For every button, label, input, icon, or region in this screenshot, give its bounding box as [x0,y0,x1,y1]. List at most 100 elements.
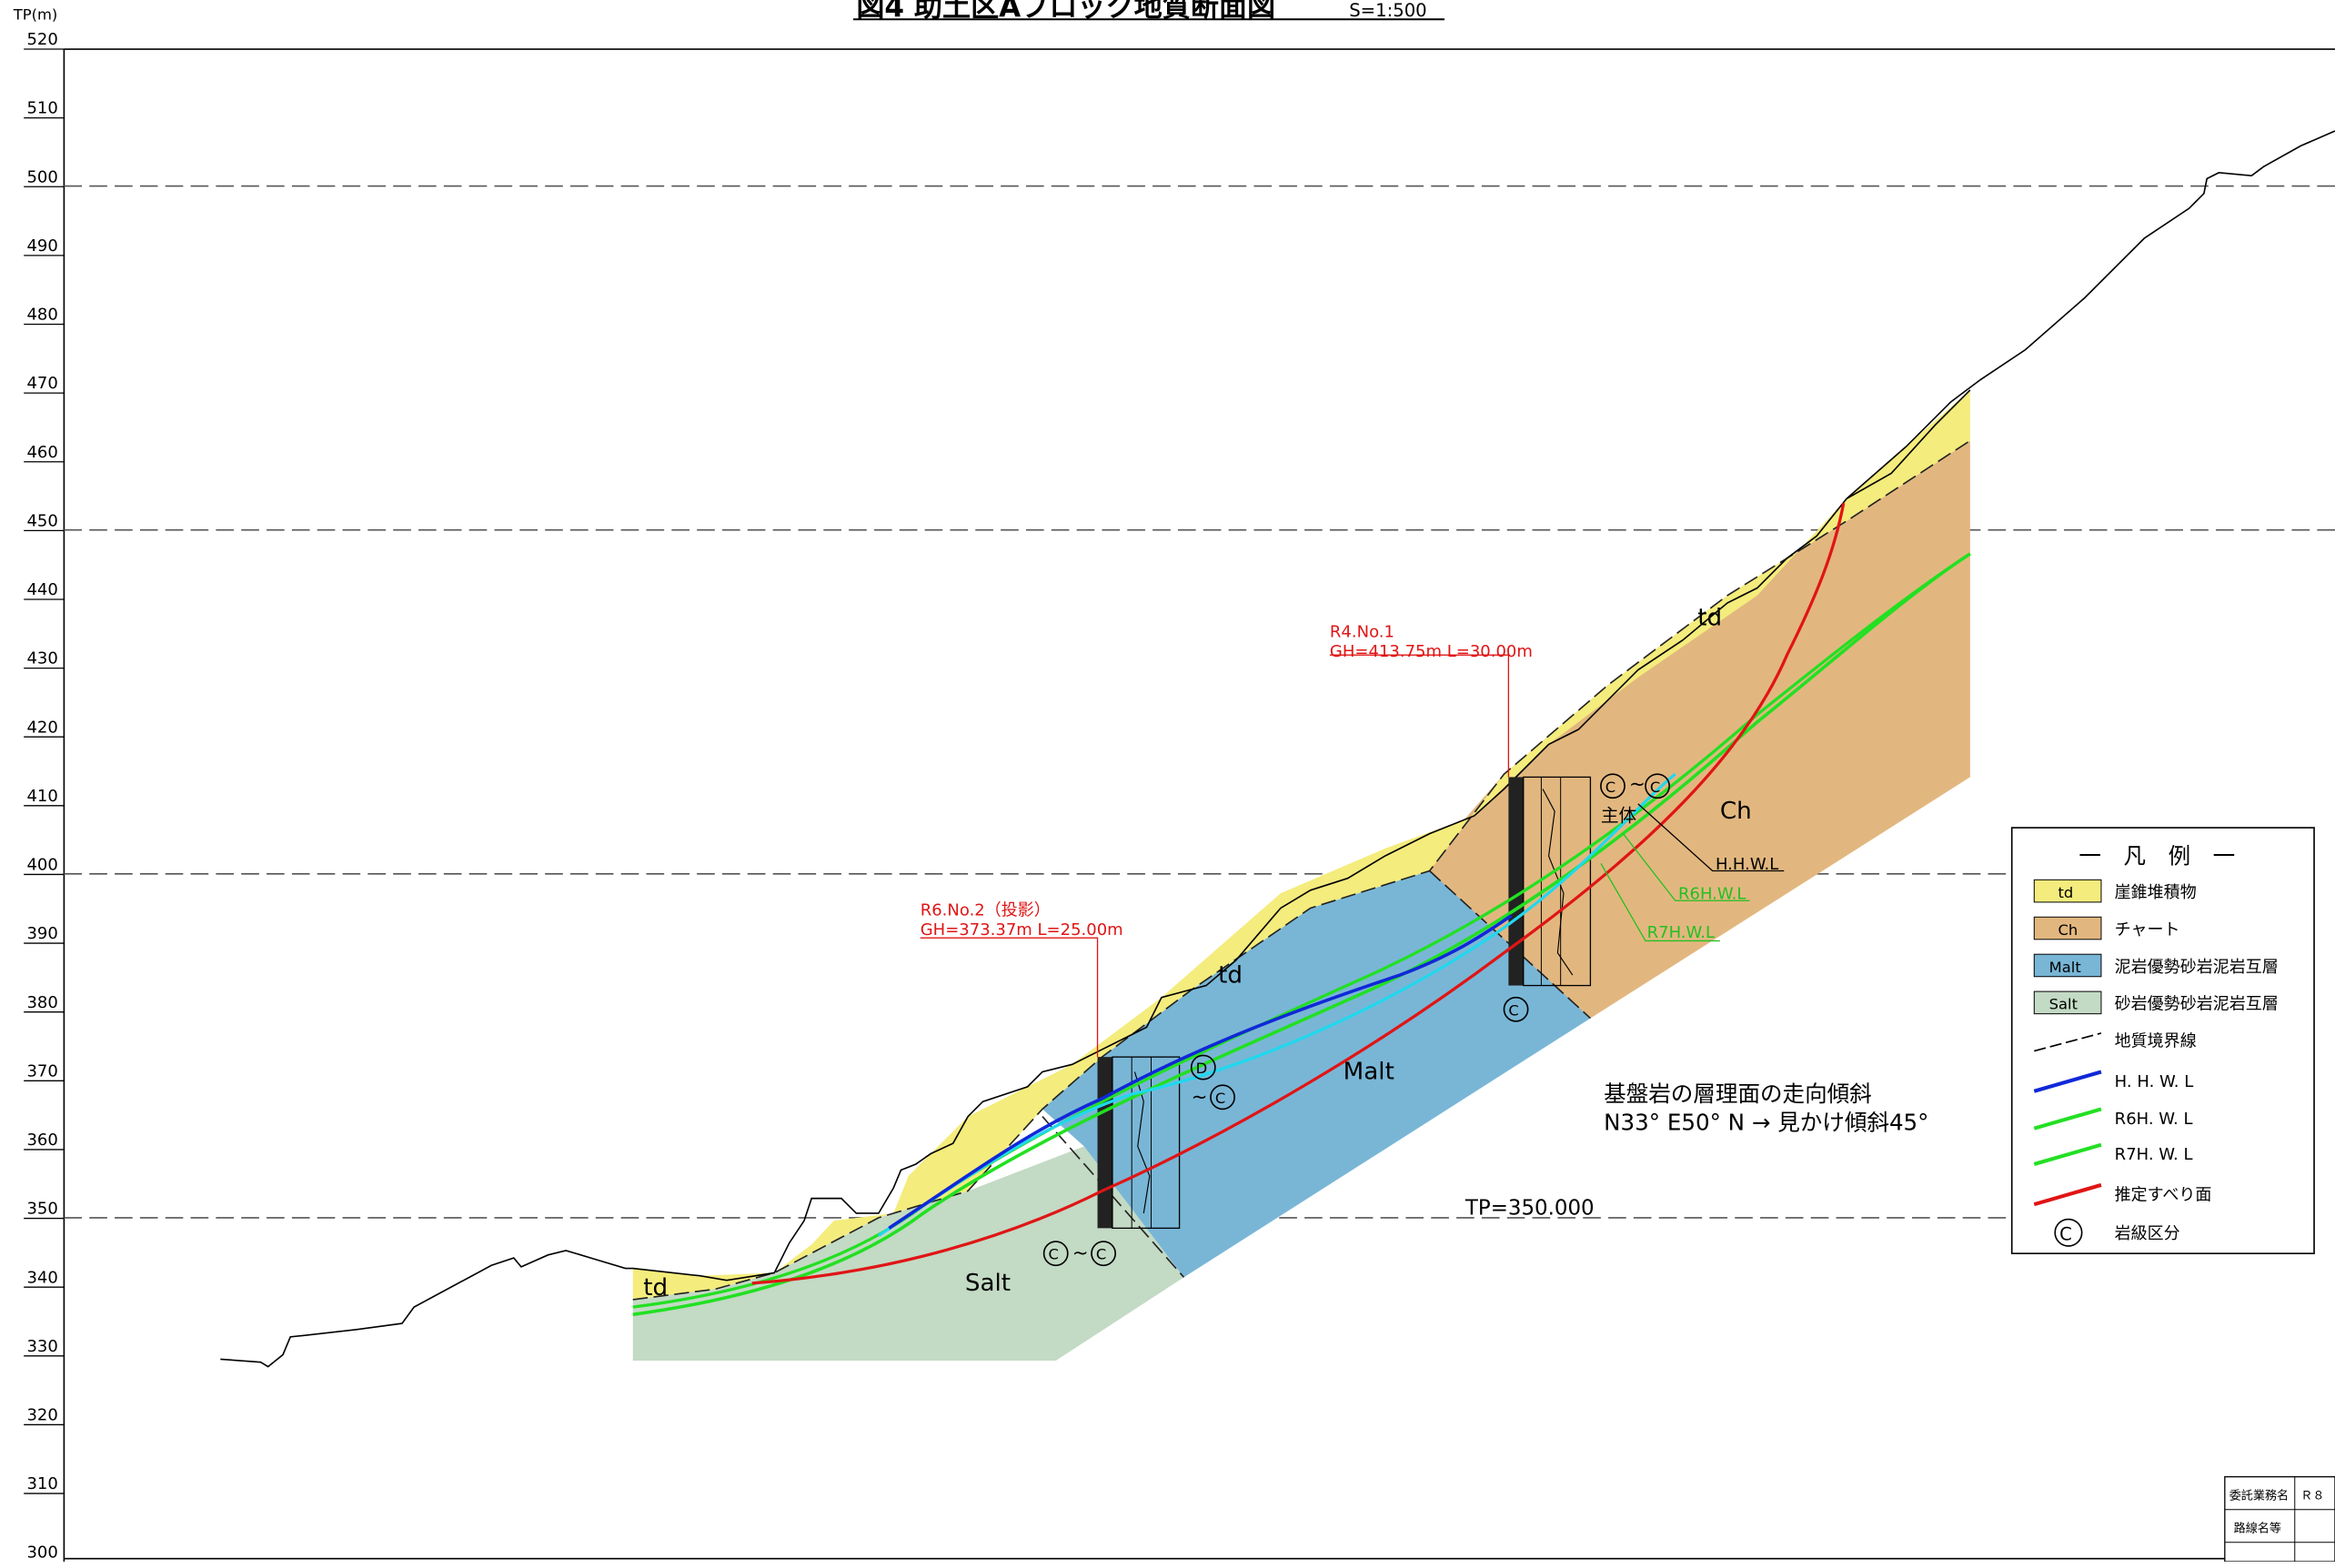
tp350-label: TP=350.000 [1464,1197,1595,1221]
y-tick-label: 390 [26,924,57,943]
legend-label-td: 崖錐堆積物 [2115,883,2197,902]
rock-class-circle [1210,1084,1235,1111]
legend-label-ch: チャート [2115,920,2180,940]
drawing-scale: S=1:500 [1349,0,1426,21]
unit-salt [632,1146,1184,1362]
y-tick-label: 330 [26,1337,57,1356]
ground-surface [220,389,1971,1368]
legend-line-slip [2033,1182,2102,1207]
callout-hhwl: H.H.W.L [1716,855,1778,874]
legend-line-r7 [2033,1142,2102,1166]
legend-label-slip: 推定すべり面 [2115,1185,2212,1204]
legend-label-salt: 砂岩優勢砂岩泥岩互層 [2115,995,2279,1014]
rock-class-circle [1091,1241,1117,1267]
y-tick-label: 480 [26,306,57,325]
borehole-r4-leader [1329,654,1510,778]
rock-class-marks: C ~ C C D ~ C C ~ C [1042,773,1671,1267]
title-block-row1-label: 委託業務名 [2229,1488,2289,1503]
legend-key-malt: Malt [2049,959,2082,976]
label-salt: Salt [965,1270,1011,1297]
rock-class-tilde: ~ [1192,1086,1208,1109]
rock-class-letter: C [1215,1090,1225,1107]
line-cyan [877,772,1676,1237]
y-tick-label: 460 [26,443,57,462]
borehole-r4-log [1523,776,1592,987]
legend-key-td: td [2058,884,2073,901]
rock-class-letter: C [1096,1246,1106,1263]
title-block-row1-value: Ｒ８ [2300,1489,2324,1503]
rock-class-circle [1503,996,1529,1022]
rock-class-tilde: ~ [1629,773,1646,796]
legend-rock-class-letter: C [2059,1223,2072,1244]
y-tick-label: 490 [26,236,57,256]
y-tick-label: 510 [26,99,57,118]
title-block-row2-label: 路線名等 [2234,1520,2281,1535]
unit-ch [1429,440,1970,1019]
legend-swatch-malt [2033,953,2102,978]
line-r6hwl [632,552,1971,1309]
title-block: 委託業務名 Ｒ８ 路線名等 [2224,1476,2335,1563]
rock-class-circle [1190,1054,1216,1081]
borehole-r4-info: GH=413.75m L=30.00m [1330,642,1533,661]
legend-label-r6: R6H. W. L [2115,1110,2193,1129]
y-tick-label: 500 [26,167,57,186]
rock-class-circle [1042,1241,1069,1267]
rock-class-circle [1645,773,1671,799]
y-tick-label: 450 [26,511,57,530]
rock-class-letter: D [1196,1060,1208,1077]
label-ch: Ch [1720,798,1752,825]
label-td-mid: td [1218,961,1243,989]
line-callouts: H.H.W.L R6H.W.L R7H.W.L [1600,803,1785,942]
callout-r7-leader [1600,863,1720,942]
borehole-r6-info: GH=373.37m L=25.00m [921,920,1123,940]
legend-swatch-ch [2033,916,2102,940]
borehole-r4-column [1508,777,1524,986]
y-tick-label: 340 [26,1268,57,1287]
rock-class-circle [1600,773,1625,799]
legend-line-hhwl [2033,1070,2102,1093]
legend-rock-class-circle [2054,1218,2083,1247]
y-tick-label: 420 [26,718,57,737]
y-tick-label: 300 [26,1543,57,1562]
borehole-r6-leader [920,937,1099,1058]
legend-swatch-salt [2033,990,2102,1015]
borehole-r6-name: R6.No.2（投影） [921,901,1051,920]
line-hhwl [888,914,1513,1230]
y-axis-ticks: 520 510 500 490 480 470 460 450 440 430 420 410 400 3… [24,30,65,1563]
rock-class-letter: C [1508,1001,1518,1019]
boundary-malt-salt [1042,1116,1185,1278]
rock-class-letter: C [1650,779,1660,796]
label-td-left: td [643,1274,668,1302]
line-slip-surface [751,502,1846,1285]
legend-line-boundary [2034,1032,2102,1052]
callout-hhwl-leader [1637,803,1785,872]
label-malt: Malt [1344,1059,1394,1086]
legend-key-salt: Salt [2049,996,2078,1013]
bedding-note-line1: 基盤岩の層理面の走向傾斜 [1604,1081,1872,1107]
legend-label-r7: R7H. W. L [2115,1145,2193,1164]
y-tick-label: 380 [26,993,57,1012]
y-tick-label: 310 [26,1474,57,1493]
y-tick-label: 410 [26,787,57,806]
y-tick-label: 430 [26,649,57,668]
rock-class-tilde: ~ [1072,1242,1089,1265]
legend-line-r6 [2033,1107,2102,1131]
borehole-r4-rqd [1542,789,1574,976]
bedding-note-line2: N33° E50° N → 見かけ傾斜45° [1604,1109,1928,1135]
label-td-upper: td [1697,604,1722,631]
ground-surface-upper [1846,130,2335,499]
y-tick-label: 470 [26,374,57,393]
rock-class-letter: C [1605,779,1615,796]
y-tick-label: 360 [26,1131,57,1150]
borehole-r4-name: R4.No.1 [1330,623,1394,642]
callout-r6: R6H.W.L [1678,885,1746,904]
line-r7hwl [632,552,1971,1317]
borehole-r6-log [1112,1056,1181,1230]
borehole-r6-column [1097,1057,1112,1229]
legend-label-hhwl: H. H. W. L [2115,1072,2194,1091]
legend-label-boundary: 地質境界線 [2115,1032,2197,1051]
rock-class-letter: C [1049,1246,1059,1263]
y-tick-label: 520 [26,30,57,49]
y-tick-label: 320 [26,1406,57,1425]
